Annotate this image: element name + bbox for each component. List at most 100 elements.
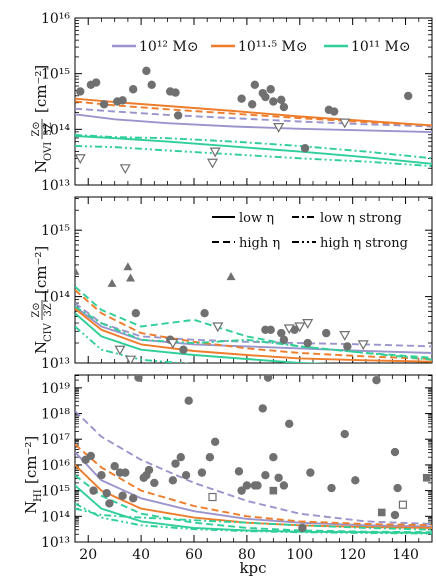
series-m12-solid (75, 451, 432, 528)
obs-circle (261, 471, 270, 480)
y-tick-label: 10¹³ (41, 356, 70, 372)
obs-upper-limit (339, 118, 351, 129)
obs-upper-limit (212, 322, 224, 333)
obs-lower-limit (126, 273, 136, 282)
x-tick-label: 20 (79, 547, 97, 563)
obs-circle (97, 471, 106, 480)
obs-circle (263, 375, 273, 382)
series-m11-dashdotdot (75, 502, 432, 535)
obs-circle (184, 396, 193, 405)
obs-circle (176, 453, 185, 462)
series-m11-dashdot (75, 305, 432, 361)
obs-circle (274, 473, 283, 482)
x-axis-label: kpc (239, 559, 266, 577)
obs-lower-limit (226, 272, 236, 281)
obs-circle (91, 78, 101, 87)
y-tick-label: 10¹⁷ (41, 432, 70, 448)
obs-circle (168, 476, 178, 485)
legend-label-high-eta-strong: high η strong (320, 236, 408, 251)
obs-circle (171, 459, 180, 468)
obs-square (269, 486, 278, 495)
legend-label-m115: 10¹¹·⁵ M⊙ (238, 39, 308, 55)
obs-circle (269, 97, 278, 106)
y-tick-label: 10¹⁴ (41, 509, 70, 525)
obs-circle (298, 523, 307, 533)
ylabel-subscript: HI (33, 489, 44, 502)
style-legend: low η low η strong high η high η strong (212, 211, 408, 251)
obs-upper-limit (302, 319, 314, 329)
series-m11-dashdotdot (75, 145, 432, 168)
obs-circle (99, 100, 109, 109)
series-m115-dashed (75, 443, 432, 527)
y-tick-label: 10¹⁴ (41, 290, 70, 306)
obs-circle (247, 100, 257, 109)
obs-circle (390, 510, 400, 520)
obs-circle (250, 80, 260, 90)
obs-upper-limit (209, 147, 221, 158)
model-lines (75, 97, 432, 168)
series-m11-dashdot (75, 507, 432, 531)
obs-circle (237, 486, 246, 495)
obs-circle (261, 92, 270, 102)
obs-circle (134, 375, 143, 382)
series-m11-solid (75, 135, 432, 165)
panel-hi: 10¹³ 10¹⁴ 10¹⁵ 10¹⁶ 10¹⁷ 10¹⁸ 10¹⁹ 20 40 60 80 100 1… (22, 374, 433, 577)
obs-upper-limit (125, 355, 137, 363)
obs-upper-limit (294, 322, 306, 333)
ylabel-civ: N CIV Z⊙ 3Z [cm⁻²] (31, 246, 54, 354)
obs-circle (279, 481, 289, 490)
obs-circle (266, 325, 275, 334)
obs-circle (343, 342, 352, 351)
ylabel-symbol: N (32, 341, 50, 354)
observation-points (81, 375, 431, 533)
obs-circle (173, 111, 183, 120)
y-tick-label: 10¹⁶ (41, 458, 70, 474)
obs-circle (128, 85, 138, 94)
panel-frame (74, 374, 433, 543)
panel-civ: 10¹³ 10¹⁴ 10¹⁵ low η low η strong high η h… (31, 196, 433, 372)
obs-circle (322, 328, 331, 338)
obs-upper-limit (273, 123, 285, 133)
obs-square (377, 508, 386, 517)
x-tick-label: 80 (238, 547, 256, 563)
y-tick-label: 10¹⁵ (41, 67, 70, 83)
y-tick-label: 10¹⁸ (41, 407, 70, 423)
ylabel-frac-num: Z⊙ (31, 121, 42, 136)
obs-lower-limit (107, 278, 117, 287)
obs-circle (147, 80, 156, 90)
obs-circle (171, 88, 180, 97)
obs-circle (372, 375, 381, 385)
obs-circle (131, 309, 141, 318)
obs-circle (105, 499, 114, 508)
obs-upper-limit (357, 340, 369, 351)
obs-circle (234, 467, 244, 476)
obs-upper-limit (114, 345, 126, 356)
model-lines (75, 285, 432, 363)
obs-circle (118, 491, 127, 500)
series-m11-dashdot (75, 133, 432, 160)
obs-circle (237, 94, 246, 103)
ylabel-unit: [cm⁻²] (32, 65, 50, 113)
obs-circle (179, 345, 188, 354)
series-m11-solid (75, 312, 332, 363)
obs-circle (258, 404, 267, 413)
obs-square (422, 473, 431, 482)
ylabel-frac-num: Z⊙ (31, 302, 42, 317)
y-tick-label: 10¹⁹ (41, 381, 70, 397)
panel-ovi: 10¹³ 10¹⁴ 10¹⁵ 10¹⁶ 10¹² M⊙ 10¹¹·⁵ M⊙ 10¹¹ … (31, 11, 433, 194)
ylabel-symbol: N (32, 160, 50, 173)
obs-circle (121, 468, 130, 477)
series-m11-dashed (75, 474, 432, 534)
x-tick-label: 120 (339, 547, 366, 563)
obs-upper-limit (283, 324, 295, 335)
ylabel-unit: [cm⁻²] (32, 246, 50, 294)
obs-circle (393, 483, 402, 493)
obs-circle (181, 471, 191, 480)
y-tick-label: 10¹³ (41, 535, 70, 551)
y-tick-label: 10¹⁵ (41, 484, 70, 500)
panel-frame (74, 196, 433, 364)
y-tick-label: 10¹⁶ (41, 11, 70, 27)
obs-circle (150, 478, 159, 488)
obs-upper-limit (167, 338, 179, 349)
series-m12-dashed (75, 107, 432, 128)
